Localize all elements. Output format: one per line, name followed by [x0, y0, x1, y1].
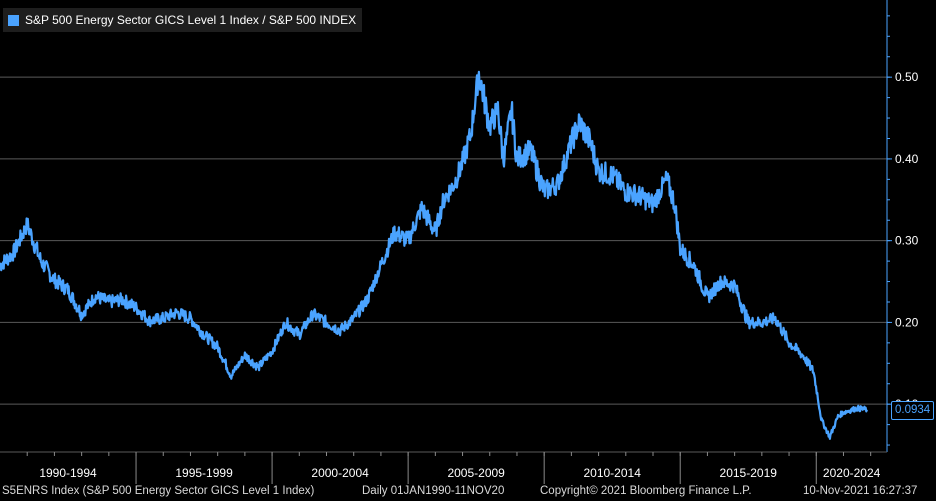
- x-tick-label: 2020-2024: [823, 466, 881, 480]
- y-tick-label: 0.20: [895, 315, 919, 329]
- plot-series: [0, 70, 868, 440]
- y-tick-label: 0.50: [895, 70, 919, 84]
- footer: S5ENRS Index (S&P 500 Energy Sector GICS…: [0, 484, 936, 501]
- y-tick-label: 0.40: [895, 152, 919, 166]
- series-line: [0, 70, 868, 440]
- y-tick-label: 0.30: [895, 234, 919, 248]
- x-tick-label: 1995-1999: [175, 466, 233, 480]
- legend-label: S&P 500 Energy Sector GICS Level 1 Index…: [25, 13, 357, 27]
- footer-range: Daily 01JAN1990-11NOV20: [362, 485, 505, 497]
- x-axis: 1990-1994 1995-1999 2000-2004 2005-2009 2010…: [0, 451, 887, 484]
- chart-area: 0.100.200.300.400.50 1990-19941995-19992…: [0, 0, 919, 484]
- legend-swatch: [8, 14, 19, 26]
- footer-copyright: Copyright© 2021 Bloomberg Finance L.P.: [540, 485, 752, 497]
- gridlines: [0, 76, 887, 405]
- x-tick-label: 2010-2014: [583, 466, 641, 480]
- legend: S&P 500 Energy Sector GICS Level 1 Index…: [3, 8, 363, 32]
- x-tick-label: 2015-2019: [720, 466, 778, 480]
- footer-timestamp: 10-Nov-2021 16:27:37: [803, 485, 918, 497]
- footer-ticker: S5ENRS Index (S&P 500 Energy Sector GICS…: [2, 485, 315, 497]
- x-tick-label: 2000-2004: [311, 466, 369, 480]
- y-axis: 0.100.200.300.400.50: [886, 0, 919, 452]
- last-value-tag: 0.0934: [891, 400, 935, 420]
- x-tick-label: 1990-1994: [39, 466, 97, 480]
- x-tick-label: 2005-2009: [447, 466, 505, 480]
